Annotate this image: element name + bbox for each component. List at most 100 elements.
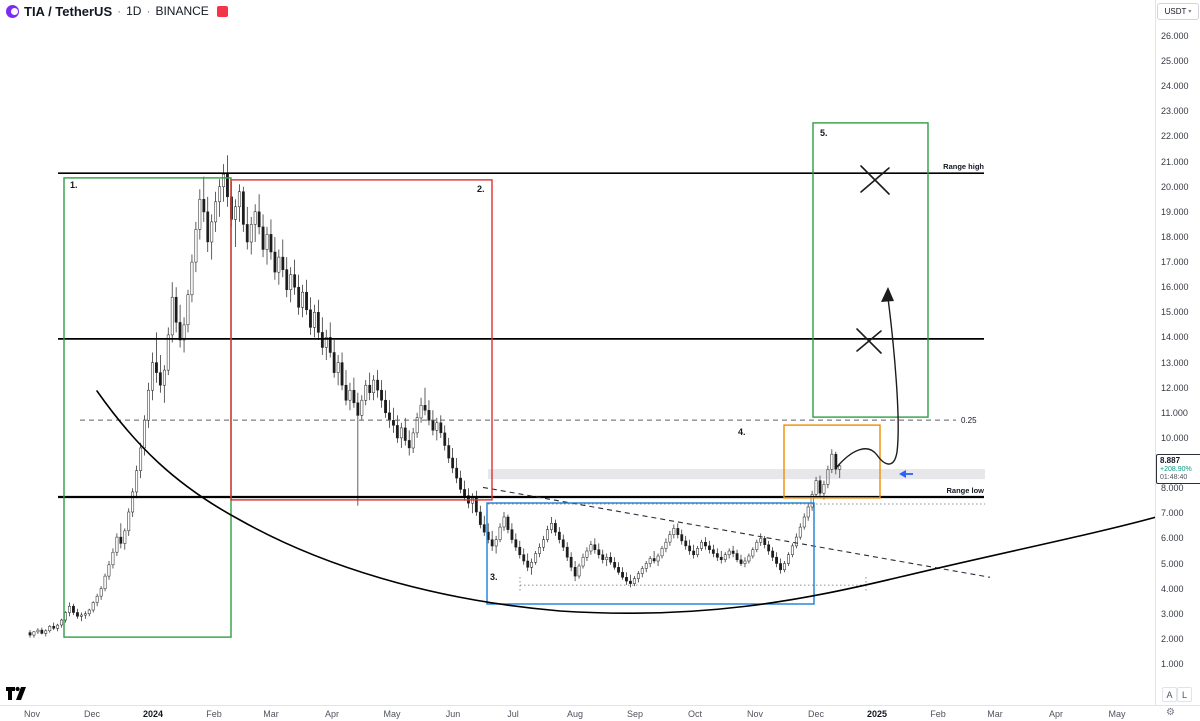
price-scale-label: 17.000 xyxy=(1161,257,1189,267)
candle-body xyxy=(139,447,143,471)
candle-body xyxy=(656,555,660,562)
candle-body xyxy=(332,352,336,373)
candle-body xyxy=(636,573,640,579)
highlight-band[interactable] xyxy=(488,469,985,480)
candle-body xyxy=(471,497,474,504)
time-axis-label: Jul xyxy=(507,709,519,719)
candle-body xyxy=(534,553,538,563)
candle-body xyxy=(609,556,613,563)
candle-body xyxy=(798,526,802,538)
candle-body xyxy=(305,291,308,311)
price-axis[interactable]: 26.000 25.000 24.000 23.000 22.000 21.000 20.0… xyxy=(1155,0,1200,705)
drawing-box-4[interactable] xyxy=(783,424,881,499)
time-axis-label: 2025 xyxy=(866,709,888,719)
price-scale-label: 7.000 xyxy=(1161,508,1184,518)
left-arrow-head xyxy=(899,470,906,478)
price-scale-label: 21.000 xyxy=(1161,157,1189,167)
candle-body xyxy=(253,211,257,225)
candle-body xyxy=(261,226,265,250)
candle-body xyxy=(309,309,312,328)
symbol-name[interactable]: TIA / TetherUS xyxy=(24,3,113,19)
candle-body xyxy=(107,564,111,577)
candle-body xyxy=(273,251,277,273)
candle-body xyxy=(771,550,775,558)
candle-body xyxy=(806,506,810,518)
candle-body xyxy=(210,221,214,243)
candle-body xyxy=(672,528,676,535)
header-separator: · xyxy=(117,4,122,18)
candle-body xyxy=(241,191,245,225)
time-axis-label: Nov xyxy=(23,709,41,719)
time-axis[interactable]: Nov Dec 2024 Feb Mar Apr May Jun Jul Aug Sep Oct Nov… xyxy=(0,705,1200,721)
log-scale-button[interactable]: L xyxy=(1177,687,1192,702)
candle-body xyxy=(289,274,293,290)
tradingview-logo-icon[interactable] xyxy=(4,680,26,707)
candle-body xyxy=(281,256,285,270)
candle-body xyxy=(364,384,368,401)
time-axis-label: Feb xyxy=(206,709,222,719)
candle-body xyxy=(376,379,380,391)
candle-body xyxy=(802,516,806,528)
candle-body xyxy=(743,560,747,564)
candle-body xyxy=(735,553,739,561)
candle-body xyxy=(403,427,407,441)
candle-body xyxy=(751,549,755,557)
time-axis-label: Sep xyxy=(626,709,644,719)
candle-body xyxy=(727,550,731,556)
candle-body xyxy=(680,534,684,542)
candle-body xyxy=(439,422,443,434)
candle-body xyxy=(392,420,395,426)
symbol-logo-icon xyxy=(6,4,19,18)
candle-body xyxy=(696,548,699,555)
x-mark-stroke[interactable] xyxy=(860,167,890,193)
candle-body xyxy=(328,337,332,353)
candle-body xyxy=(585,550,589,558)
rounding-curve[interactable] xyxy=(96,390,1161,615)
drawing-box-5[interactable] xyxy=(812,122,929,418)
candle-body xyxy=(664,541,668,549)
candle-body xyxy=(455,467,459,479)
candle-body xyxy=(99,588,103,597)
drawing-box-2[interactable] xyxy=(230,179,493,501)
candle-body xyxy=(395,425,399,439)
candle-body xyxy=(384,399,387,414)
price-scale-label: 22.000 xyxy=(1161,131,1189,141)
candle-body xyxy=(490,539,494,547)
drawing-box-3[interactable] xyxy=(486,502,815,605)
price-scale-label: 10.000 xyxy=(1161,433,1189,443)
header-separator: · xyxy=(146,4,151,18)
currency-toggle-button[interactable]: USDT ▾ xyxy=(1157,3,1199,20)
candle-body xyxy=(814,480,818,495)
candle-body xyxy=(60,619,64,626)
time-axis-label: 2024 xyxy=(142,709,164,719)
candle-body xyxy=(52,626,56,629)
x-mark-stroke[interactable] xyxy=(856,330,882,352)
candle-body xyxy=(301,291,304,308)
interval-button[interactable]: 1D xyxy=(126,4,142,18)
candle-body xyxy=(214,201,218,223)
candle-body xyxy=(419,405,423,419)
candle-body xyxy=(688,545,692,552)
candle-body xyxy=(731,550,735,554)
candle-body xyxy=(324,337,328,348)
candle-body xyxy=(427,410,431,421)
time-axis-label: Nov xyxy=(746,709,764,719)
projection-arrow[interactable] xyxy=(835,297,899,469)
candle-body xyxy=(810,494,814,508)
price-scale-label: 12.000 xyxy=(1161,383,1189,393)
candle-body xyxy=(83,613,87,616)
candle-body xyxy=(170,296,174,336)
candle-body xyxy=(285,269,289,290)
price-scale-label: 8.000 xyxy=(1161,483,1184,493)
exchange-name[interactable]: BINANCE xyxy=(155,4,209,18)
candle-body xyxy=(178,322,182,341)
gear-icon[interactable]: ⚙ xyxy=(1166,707,1175,718)
time-axis-label: May xyxy=(1108,709,1126,719)
candle-body xyxy=(202,199,206,213)
auto-scale-button[interactable]: A xyxy=(1162,687,1177,702)
candle-body xyxy=(198,199,202,230)
candle-body xyxy=(767,544,771,552)
candle-body xyxy=(423,405,427,411)
candle-body xyxy=(834,453,838,470)
